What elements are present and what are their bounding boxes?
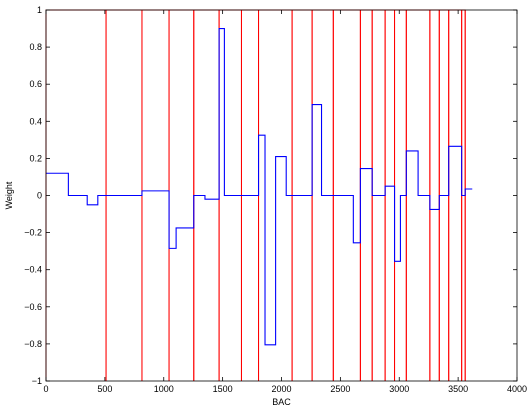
x-tick-label: 1000 xyxy=(154,384,174,394)
weight-step-line xyxy=(46,28,473,346)
x-tick-label: 1500 xyxy=(213,384,233,394)
y-tick-label: −0.8 xyxy=(24,339,42,349)
y-tick-label: 0.8 xyxy=(29,42,42,52)
x-tick-label: 3500 xyxy=(448,384,468,394)
x-tick-label: 0 xyxy=(43,384,48,394)
x-axis-label: BAC xyxy=(272,397,291,407)
weight-series xyxy=(46,28,473,346)
x-tick-label: 3000 xyxy=(389,384,409,394)
y-axis: −1 −0.8 −0.6 −0.4 −0.2 0 0.2 0.4 0.6 0.8 1 xyxy=(24,5,517,386)
y-tick-label: 0 xyxy=(37,191,42,201)
y-tick-label: 0.6 xyxy=(29,79,42,89)
x-tick-label: 500 xyxy=(97,384,112,394)
x-tick-label: 2500 xyxy=(330,384,350,394)
y-tick-label: 0.4 xyxy=(29,116,42,126)
y-tick-label: −0.2 xyxy=(24,228,42,238)
y-tick-label: 1 xyxy=(37,5,42,15)
x-tick-label: 4000 xyxy=(507,384,527,394)
y-tick-label: −0.6 xyxy=(24,302,42,312)
y-tick-label: −0.4 xyxy=(24,265,42,275)
x-axis: 0 500 1000 1500 2000 2500 3000 3500 4000 xyxy=(43,10,527,394)
y-tick-label: 0.2 xyxy=(29,153,42,163)
y-axis-label: Weight xyxy=(4,181,14,209)
x-tick-label: 2000 xyxy=(271,384,291,394)
y-tick-label: −1 xyxy=(32,376,42,386)
